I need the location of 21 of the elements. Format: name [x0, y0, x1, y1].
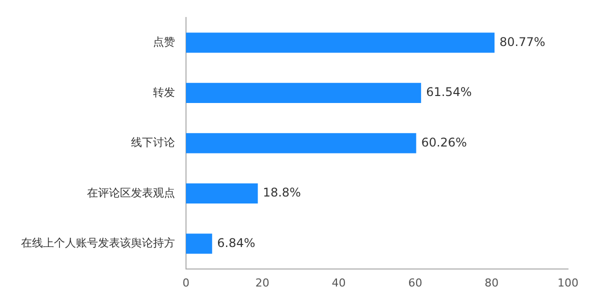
y-tick-label: 点赞 [153, 36, 175, 49]
x-tick-label: 20 [255, 276, 270, 290]
data-label: 80.77% [500, 34, 546, 49]
x-tick-label: 40 [332, 276, 346, 290]
bar [186, 82, 422, 104]
y-tick-label: 线下讨论 [131, 136, 175, 150]
y-tick-label: 转发 [153, 86, 175, 99]
x-tick-label: 0 [182, 276, 190, 290]
bar [186, 234, 212, 254]
x-tick-label: 80 [484, 276, 499, 290]
bar [186, 183, 258, 204]
x-tick-label: 100 [558, 276, 578, 290]
bar [186, 133, 416, 154]
y-tick-label: 在线上个人账号发表该舆论持方 [21, 236, 175, 250]
data-label: 6.84% [217, 236, 256, 250]
y-tick-label: 在评论区发表观点 [87, 186, 175, 200]
data-label: 61.54% [426, 85, 472, 100]
bar [186, 32, 495, 53]
x-tick-label: 60 [408, 276, 422, 290]
data-label: 18.8% [262, 186, 301, 200]
data-label: 60.26% [421, 135, 467, 150]
